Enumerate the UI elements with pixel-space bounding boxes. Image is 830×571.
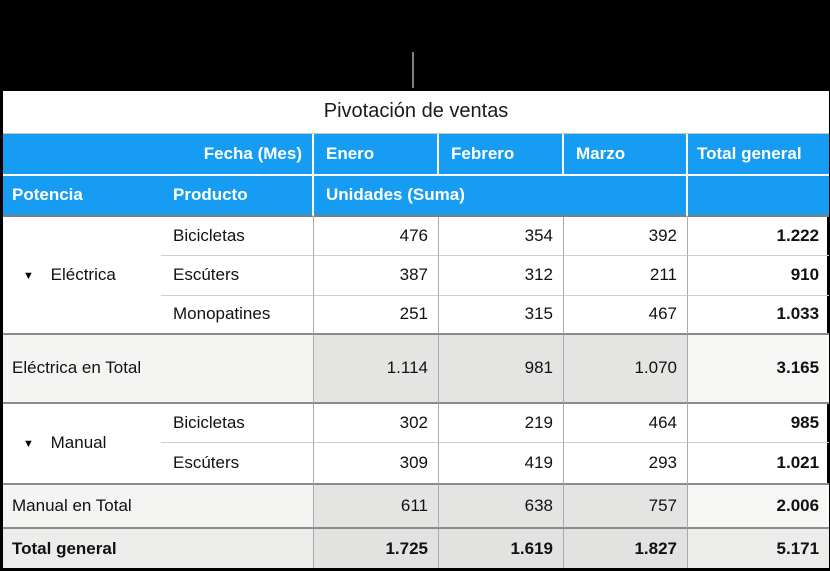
subtotal-total-cell[interactable]: 3.165 xyxy=(688,335,830,404)
value-cell[interactable]: 315 xyxy=(439,295,564,336)
grand-total-value-cell[interactable]: 1.725 xyxy=(314,529,439,568)
header-cell-empty[interactable] xyxy=(688,176,830,217)
product-cell[interactable]: Escúters xyxy=(161,256,314,296)
black-banner xyxy=(0,0,830,88)
value-cell[interactable]: 219 xyxy=(439,403,564,444)
group-cell-manual[interactable]: ▼ Manual xyxy=(3,404,161,485)
subtotal-value-cell[interactable]: 1.070 xyxy=(564,335,688,404)
subtotal-value-cell[interactable]: 757 xyxy=(564,484,688,530)
value-cell[interactable]: 419 xyxy=(439,443,564,485)
table-title[interactable]: Pivotación de ventas xyxy=(3,91,830,134)
callout-line xyxy=(412,52,414,90)
grand-total-total-cell[interactable]: 5.171 xyxy=(688,529,830,568)
value-cell[interactable]: 476 xyxy=(314,216,439,257)
grand-total-value-cell[interactable]: 1.827 xyxy=(564,529,688,568)
row-total-cell[interactable]: 910 xyxy=(688,256,830,296)
grand-total-label-cell[interactable]: Total general xyxy=(3,529,314,568)
subtotal-label-cell[interactable]: Eléctrica en Total xyxy=(3,335,314,404)
group-cell-electrica[interactable]: ▼ Eléctrica xyxy=(3,217,161,336)
group-label: Eléctrica xyxy=(50,264,116,284)
value-cell[interactable]: 211 xyxy=(564,256,688,296)
value-cell[interactable]: 354 xyxy=(439,216,564,257)
product-cell[interactable]: Escúters xyxy=(161,443,314,485)
row-total-cell[interactable]: 1.222 xyxy=(688,217,830,257)
header-cell-fecha-mes[interactable]: Fecha (Mes) xyxy=(3,133,314,177)
row-total-cell[interactable]: 1.021 xyxy=(688,443,830,485)
pivot-table-frame: Pivotación de ventas Fecha (Mes) Enero F… xyxy=(0,88,830,571)
pivot-table: Pivotación de ventas Fecha (Mes) Enero F… xyxy=(3,91,830,568)
value-cell[interactable]: 293 xyxy=(564,443,688,485)
value-cell[interactable]: 392 xyxy=(564,216,688,257)
subtotal-value-cell[interactable]: 981 xyxy=(439,335,564,404)
row-total-cell[interactable]: 1.033 xyxy=(688,296,830,336)
disclosure-triangle-icon[interactable]: ▼ xyxy=(23,269,34,282)
group-label: Manual xyxy=(50,433,107,453)
header-cell-unidades-suma[interactable]: Unidades (Suma) xyxy=(314,176,688,217)
product-cell[interactable]: Bicicletas xyxy=(161,216,314,257)
subtotal-total-cell[interactable]: 2.006 xyxy=(688,484,830,530)
header-cell-producto[interactable]: Producto xyxy=(161,176,314,217)
value-cell[interactable]: 251 xyxy=(314,295,439,336)
product-cell[interactable]: Monopatines xyxy=(161,295,314,336)
row-total-cell[interactable]: 985 xyxy=(688,404,830,444)
header-cell-enero[interactable]: Enero xyxy=(314,133,439,177)
header-cell-total-general[interactable]: Total general xyxy=(688,133,830,177)
grand-total-value-cell[interactable]: 1.619 xyxy=(439,529,564,568)
value-cell[interactable]: 464 xyxy=(564,403,688,444)
value-cell[interactable]: 302 xyxy=(314,403,439,444)
subtotal-label-cell[interactable]: Manual en Total xyxy=(3,484,314,530)
product-cell[interactable]: Bicicletas xyxy=(161,403,314,444)
header-cell-febrero[interactable]: Febrero xyxy=(439,133,564,177)
value-cell[interactable]: 312 xyxy=(439,256,564,296)
subtotal-value-cell[interactable]: 638 xyxy=(439,484,564,530)
header-cell-marzo[interactable]: Marzo xyxy=(564,133,688,177)
disclosure-triangle-icon[interactable]: ▼ xyxy=(23,438,34,451)
header-cell-potencia[interactable]: Potencia xyxy=(3,176,161,217)
subtotal-value-cell[interactable]: 1.114 xyxy=(314,335,439,404)
value-cell[interactable]: 309 xyxy=(314,443,439,485)
value-cell[interactable]: 387 xyxy=(314,256,439,296)
value-cell[interactable]: 467 xyxy=(564,295,688,336)
subtotal-value-cell[interactable]: 611 xyxy=(314,484,439,530)
